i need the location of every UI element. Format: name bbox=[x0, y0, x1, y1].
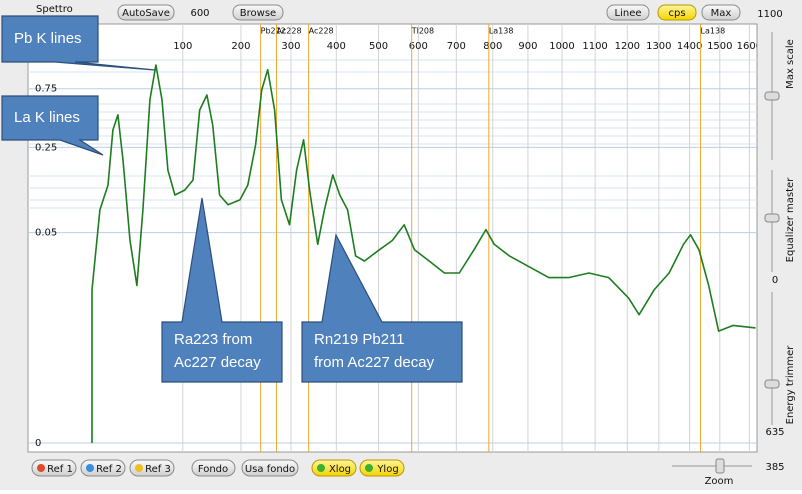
callouts: Pb K lines La K lines Ra223 from Ac227 d… bbox=[1, 15, 463, 383]
xlog-button[interactable] bbox=[311, 459, 357, 477]
x-tick-label: 100 bbox=[173, 41, 192, 52]
usa-fondo-button[interactable] bbox=[241, 459, 299, 477]
ref3-button[interactable] bbox=[129, 459, 175, 477]
equalizer-value: 0 bbox=[772, 275, 778, 286]
x-tick-label: 700 bbox=[447, 41, 466, 52]
max-scale-label: Max scale bbox=[785, 39, 796, 89]
callout-text: Rn219 Pb211 bbox=[314, 331, 405, 348]
x-tick-label: 300 bbox=[281, 41, 300, 52]
browse-button[interactable] bbox=[232, 4, 284, 21]
x-tick-label: 1600 bbox=[737, 41, 762, 52]
marker-label: La138 bbox=[701, 27, 726, 36]
spectrum-line bbox=[91, 64, 756, 443]
xlog-label[interactable]: Xlog bbox=[329, 464, 351, 475]
y-tick-label: 0.05 bbox=[35, 228, 57, 239]
y-tick-label: 0 bbox=[35, 438, 41, 449]
cps-button[interactable] bbox=[657, 4, 697, 21]
trimmer-value: 635 bbox=[765, 427, 784, 438]
zoom-value: 385 bbox=[765, 462, 784, 473]
ylog-label[interactable]: Ylog bbox=[376, 464, 398, 475]
x-tick-label: 500 bbox=[369, 41, 388, 52]
callout-text: Ac227 decay bbox=[174, 354, 261, 371]
ref2-button[interactable] bbox=[80, 459, 126, 477]
callout-ra bbox=[161, 197, 283, 383]
ref1-button[interactable] bbox=[31, 459, 77, 477]
marker-label: La138 bbox=[489, 27, 514, 36]
autosave-label[interactable]: AutoSave bbox=[122, 8, 170, 19]
autosave-value: 600 bbox=[190, 8, 209, 19]
marker-label: Pb212 bbox=[261, 27, 286, 36]
lines-button[interactable] bbox=[606, 4, 650, 21]
max-label[interactable]: Max bbox=[711, 8, 732, 19]
lines-label[interactable]: Linee bbox=[615, 8, 642, 19]
x-tick-label: 1200 bbox=[615, 41, 640, 52]
marker-label: Ac228 bbox=[309, 27, 334, 36]
ref3-label[interactable]: Ref 3 bbox=[145, 464, 171, 475]
callout-pb bbox=[1, 15, 156, 71]
x-tick-label: 1100 bbox=[582, 41, 607, 52]
max-value: 1100 bbox=[757, 9, 782, 20]
ref1-icon bbox=[37, 464, 45, 472]
equalizer-label: Equalizer master bbox=[785, 177, 796, 263]
x-tick-label: 1400 bbox=[677, 41, 702, 52]
callout-text: from Ac227 decay bbox=[314, 354, 435, 371]
equalizer-knob[interactable] bbox=[764, 213, 780, 223]
cps-label[interactable]: cps bbox=[668, 8, 685, 19]
ylog-button[interactable] bbox=[359, 459, 405, 477]
ref3-icon bbox=[135, 464, 143, 472]
plot-area bbox=[27, 23, 758, 453]
xlog-icon bbox=[317, 464, 325, 472]
x-tick-label: 900 bbox=[518, 41, 537, 52]
y-tick-label: 0.75 bbox=[35, 84, 57, 95]
marker-label: Tl208 bbox=[411, 27, 434, 36]
trimmer-label: Energy trimmer bbox=[785, 345, 796, 425]
x-tick-label: 200 bbox=[231, 41, 250, 52]
callout-la bbox=[1, 95, 104, 156]
zoom-knob[interactable] bbox=[715, 458, 725, 474]
callout-text: La K lines bbox=[14, 109, 80, 126]
x-tick-label: 1500 bbox=[707, 41, 732, 52]
marker-label: Ac228 bbox=[277, 27, 302, 36]
ref2-icon bbox=[86, 464, 94, 472]
x-tick-label: 1300 bbox=[646, 41, 671, 52]
x-tick-label: 800 bbox=[483, 41, 502, 52]
ref2-label[interactable]: Ref 2 bbox=[96, 464, 122, 475]
x-tick-label: 1000 bbox=[549, 41, 574, 52]
x-tick-label: 400 bbox=[327, 41, 346, 52]
trimmer-knob[interactable] bbox=[764, 379, 780, 389]
callout-text: Pb K lines bbox=[14, 30, 82, 47]
usa-fondo-label[interactable]: Usa fondo bbox=[245, 464, 295, 475]
max-button[interactable] bbox=[701, 4, 741, 21]
app-title: Spettro bbox=[36, 4, 73, 15]
plot: 100 200 300 400 500 600 700 800 900 1000 1100 1200 1… bbox=[28, 24, 762, 452]
zoom-label: Zoom bbox=[705, 476, 734, 487]
ylog-icon bbox=[365, 464, 373, 472]
ref1-label[interactable]: Ref 1 bbox=[47, 464, 73, 475]
callout-text: Ra223 from bbox=[174, 331, 252, 348]
browse-label[interactable]: Browse bbox=[240, 8, 276, 19]
fondo-label[interactable]: Fondo bbox=[198, 464, 228, 475]
autosave-button[interactable] bbox=[117, 4, 175, 21]
callout-rn bbox=[301, 233, 463, 383]
x-tick-label: 600 bbox=[409, 41, 428, 52]
fondo-button[interactable] bbox=[191, 459, 236, 477]
max-scale-knob[interactable] bbox=[764, 91, 780, 101]
y-tick-label: 0.25 bbox=[35, 142, 57, 153]
